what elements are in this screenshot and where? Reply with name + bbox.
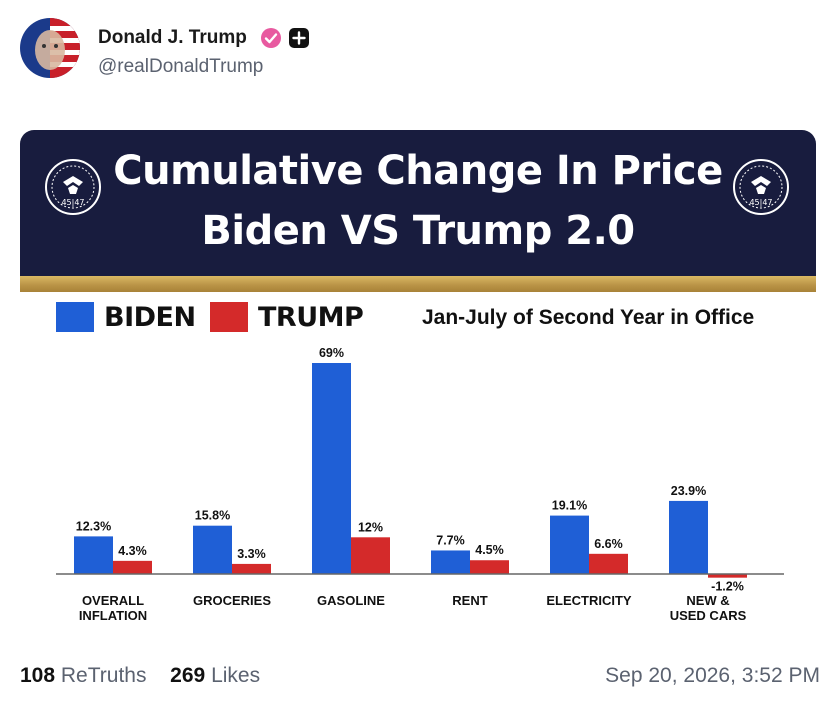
bar-biden (74, 536, 113, 574)
chart-title-line1: Cumulative Change In Price (113, 148, 723, 194)
category-label: OVERALL (82, 593, 144, 608)
data-label: 4.5% (475, 543, 504, 557)
bar-biden (193, 525, 232, 574)
bar-trump (589, 553, 628, 574)
seal-text: 45|47 (61, 198, 84, 207)
bar-biden (669, 500, 708, 574)
data-label: -1.2% (711, 580, 744, 594)
data-label: 12.3% (76, 519, 111, 533)
post-header: Donald J. Trump @realDonaldTrump (20, 18, 820, 82)
data-label: 3.3% (237, 547, 266, 561)
bar-biden (431, 550, 470, 574)
category-label: NEW & (686, 593, 729, 608)
category-label: RENT (452, 593, 487, 608)
legend: BIDEN TRUMP Jan-July of Second Year in O… (56, 298, 796, 338)
category-label: INFLATION (79, 608, 147, 623)
category-label: ELECTRICITY (546, 593, 632, 608)
category-label: GASOLINE (317, 593, 385, 608)
data-label: 19.1% (552, 499, 587, 513)
bar-trump (351, 537, 390, 574)
seal-text: 45|47 (749, 198, 772, 207)
handle[interactable]: @realDonaldTrump (98, 56, 264, 77)
bar-biden (550, 515, 589, 574)
retruths-label[interactable]: ReTruths (60, 664, 147, 687)
bar-trump (470, 560, 509, 574)
legend-label-biden: BIDEN (104, 302, 196, 333)
data-label: 15.8% (195, 509, 230, 523)
chart-title-line2: Biden VS Trump 2.0 (201, 208, 635, 254)
data-label: 7.7% (436, 533, 465, 547)
title-banner: 45|47 45|47 Cumulative Change In Price B… (20, 130, 816, 276)
legend-swatch-biden (56, 302, 94, 332)
data-label: 4.3% (118, 544, 147, 558)
data-label: 23.9% (671, 484, 706, 498)
data-label: 69% (319, 346, 344, 360)
category-label: GROCERIES (193, 593, 271, 608)
data-label: 6.6% (594, 537, 623, 551)
chart-image[interactable]: 45|47 45|47 Cumulative Change In Price B… (20, 130, 816, 654)
bar-trump (113, 560, 152, 574)
bar-biden (312, 363, 351, 574)
avatar[interactable] (20, 18, 80, 78)
legend-label-trump: TRUMP (258, 302, 364, 333)
display-name[interactable]: Donald J. Trump (98, 27, 247, 48)
category-label: USED CARS (670, 608, 747, 623)
bar-trump (708, 574, 747, 578)
presidential-seal-left-icon: 45|47 (45, 159, 101, 215)
chart-subtitle: Jan-July of Second Year in Office (422, 306, 755, 329)
legend-swatch-trump (210, 302, 248, 332)
gold-divider (20, 276, 816, 292)
post-footer: 108 ReTruths 269 Likes Sep 20, 2026, 3:5… (20, 664, 820, 694)
presidential-seal-right-icon: 45|47 (733, 159, 789, 215)
likes-label[interactable]: Likes (211, 664, 261, 687)
verified-badge-icon (261, 28, 281, 48)
bar-trump (232, 563, 271, 574)
likes-count[interactable]: 269 (170, 664, 206, 687)
retruths-count[interactable]: 108 (20, 664, 56, 687)
timestamp[interactable]: Sep 20, 2026, 3:52 PM (605, 664, 820, 687)
plus-icon[interactable] (288, 27, 310, 49)
data-label: 12% (358, 520, 383, 534)
